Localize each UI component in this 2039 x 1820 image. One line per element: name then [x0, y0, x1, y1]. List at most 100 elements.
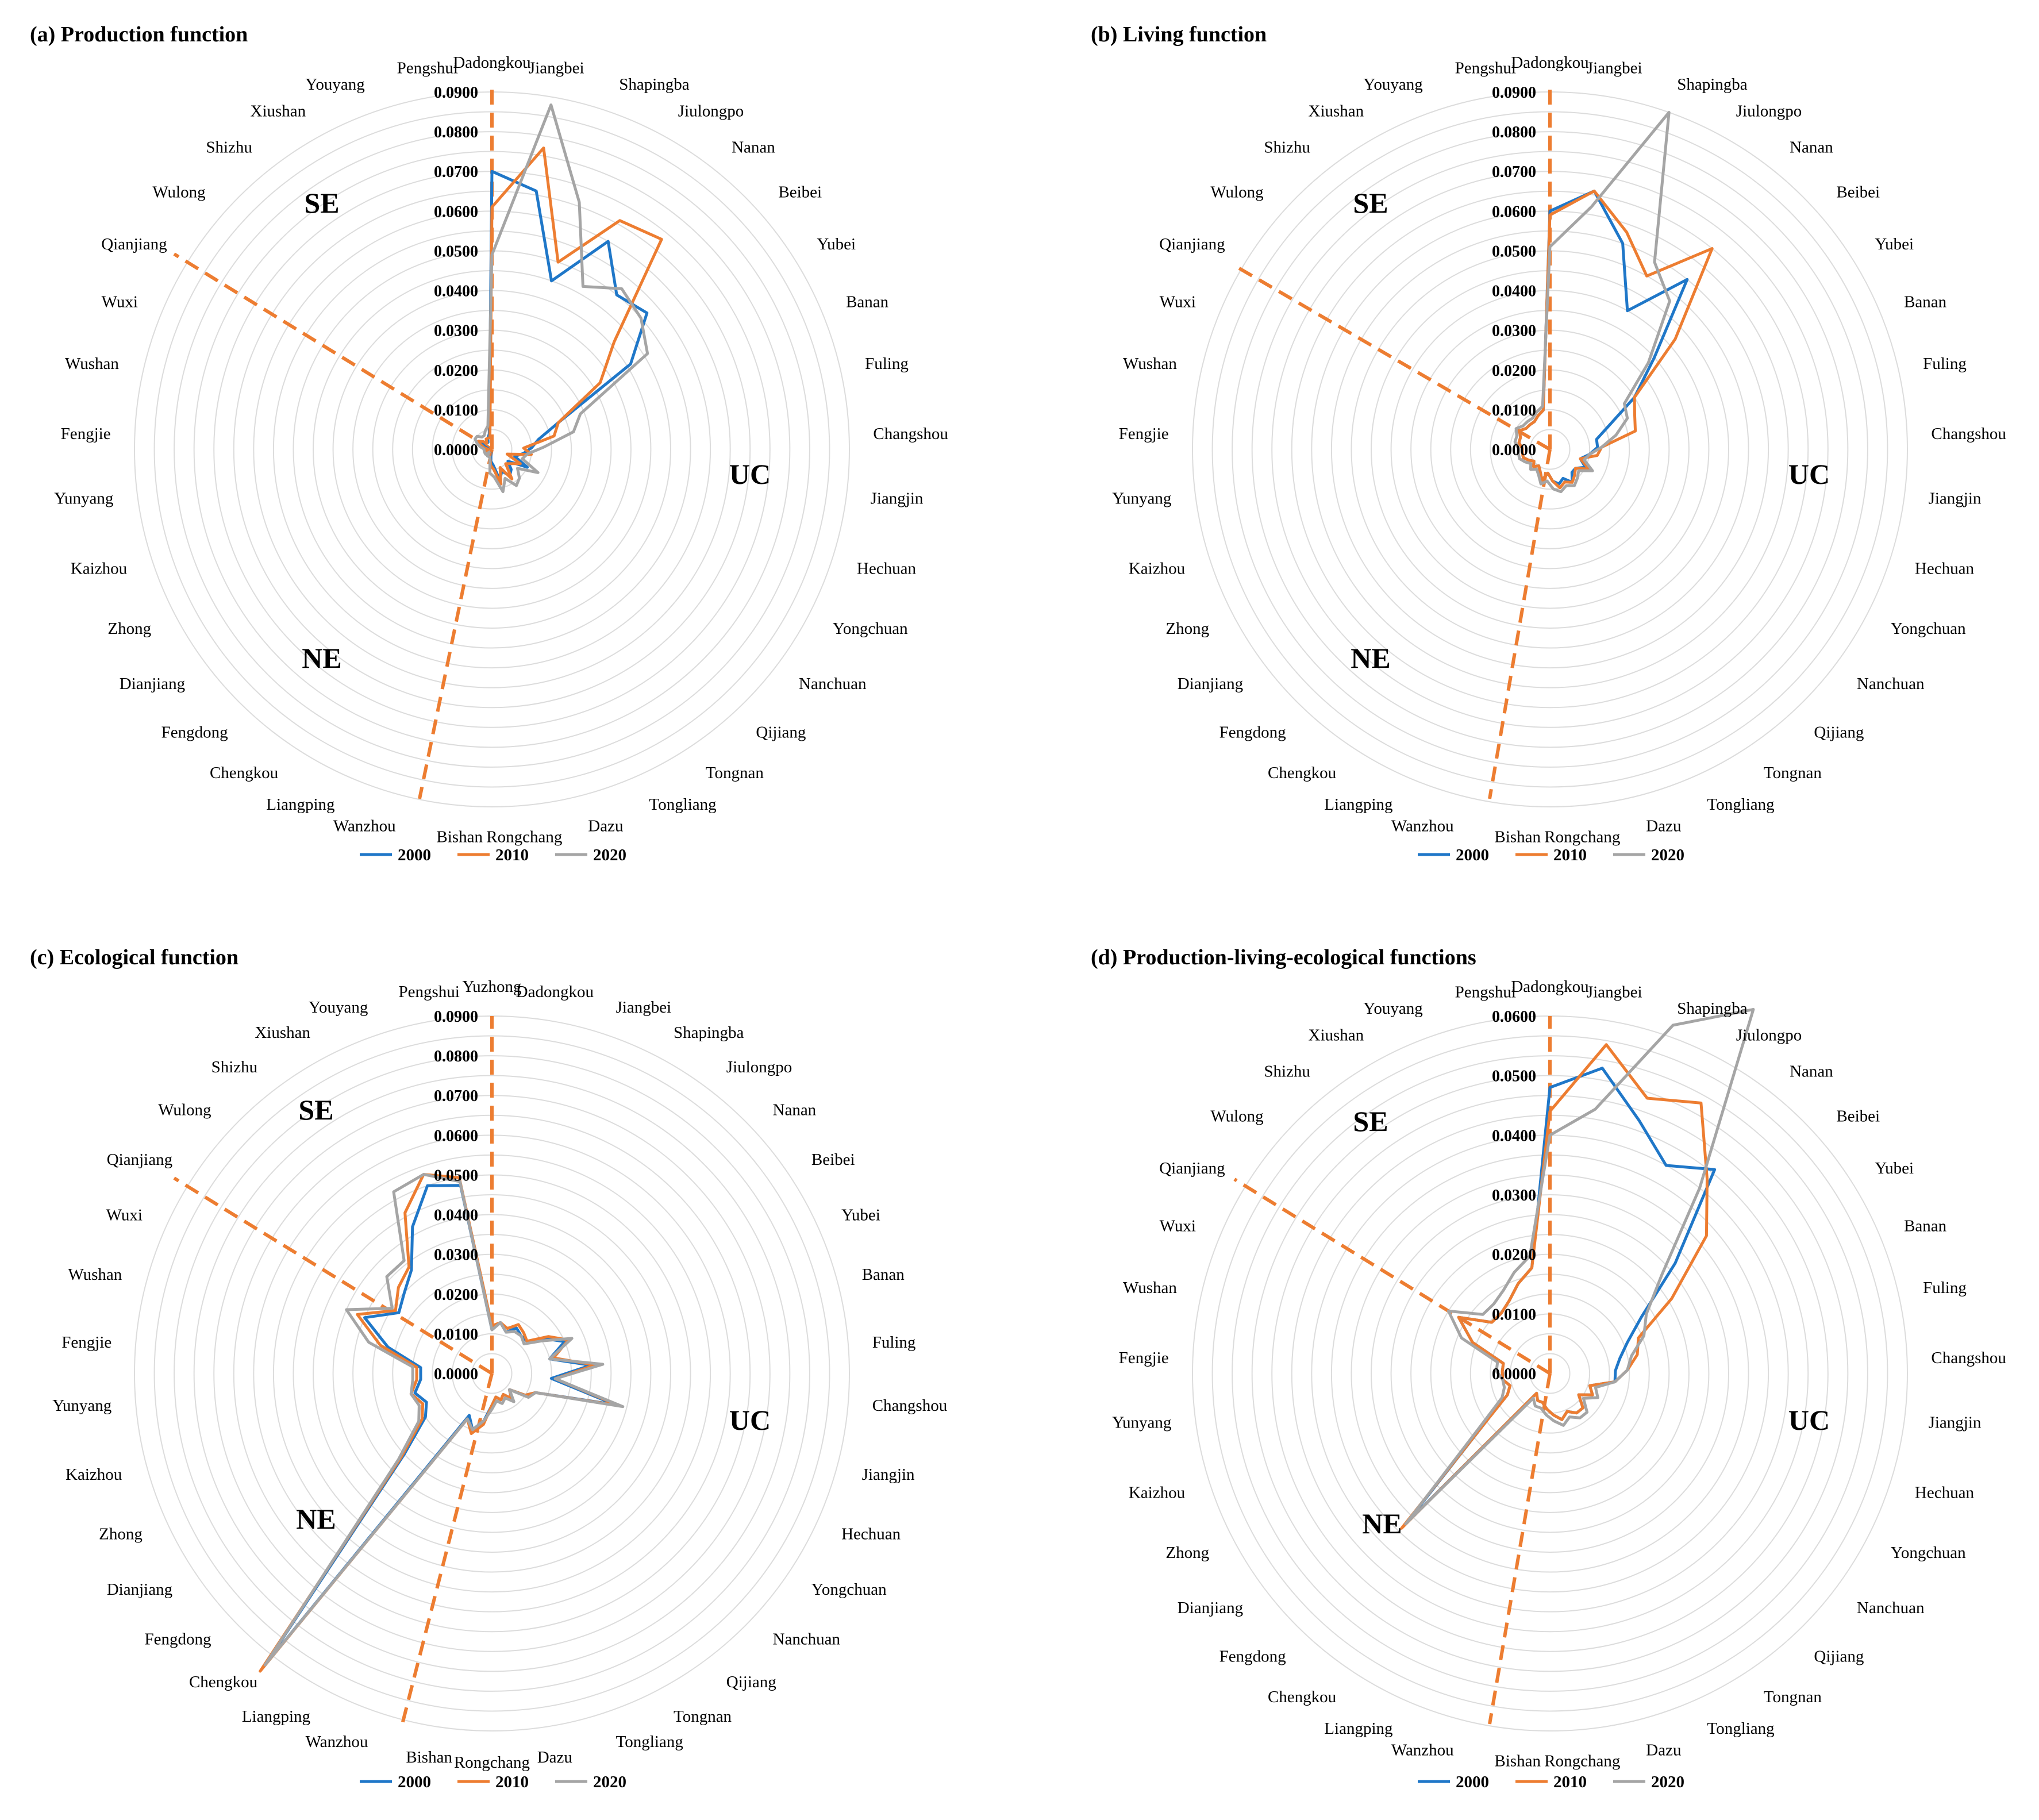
- category-label: Hechuan: [1915, 559, 1975, 578]
- grid-ring: [1390, 290, 1710, 609]
- category-label: Fuling: [872, 1333, 916, 1352]
- category-label: Fengjie: [1119, 1349, 1169, 1367]
- category-label: Dazu: [588, 817, 623, 836]
- region-divider: [1233, 1178, 1551, 1375]
- category-label: Nanan: [732, 138, 775, 156]
- legend-label-2020: 2020: [1651, 1773, 1684, 1791]
- region-divider: [1488, 449, 1552, 799]
- category-label: Hechuan: [857, 559, 917, 578]
- category-label: Fengdong: [161, 723, 228, 741]
- category-label: Kaizhou: [71, 559, 127, 578]
- category-label: Bishan: [1494, 828, 1541, 846]
- category-label: Zhong: [99, 1525, 143, 1544]
- region-label-uc: UC: [1788, 1404, 1830, 1436]
- region-divider: [401, 1373, 494, 1725]
- tick-label: 0.0900: [1492, 84, 1536, 102]
- category-label: Rongchang: [1544, 1752, 1620, 1771]
- category-label: Jiulongpo: [1736, 102, 1802, 120]
- tick-label: 0.0800: [434, 124, 478, 141]
- category-label: Liangping: [1324, 795, 1392, 814]
- category-label: Wanzhou: [1391, 817, 1454, 836]
- grid-ring: [1251, 151, 1849, 748]
- category-label: Tongnan: [706, 764, 764, 782]
- category-label: Pengshui: [1455, 59, 1516, 78]
- category-label: Dazu: [1646, 1741, 1681, 1760]
- legend-label-2020: 2020: [593, 1773, 626, 1791]
- tick-label: 0.0100: [1492, 1306, 1536, 1323]
- category-label: Fengdong: [1219, 1647, 1286, 1665]
- category-label: Qijiang: [756, 723, 806, 741]
- category-label: Yongchuan: [811, 1580, 887, 1599]
- category-label: Youyang: [305, 75, 364, 94]
- category-label: Changshou: [1931, 425, 2006, 443]
- tick-label: 0.0200: [1492, 1246, 1536, 1264]
- tick-label: 0.0300: [434, 322, 478, 340]
- radar-panel-4: (d) Production-living-ecological functio…: [1091, 945, 2006, 1791]
- tick-label: 0.0400: [434, 1207, 478, 1225]
- grid-ring: [313, 1194, 671, 1553]
- category-label: Changshou: [872, 1396, 948, 1415]
- category-label: Fuling: [1923, 1279, 1967, 1297]
- grid-ring: [1529, 429, 1571, 470]
- grid-ring: [153, 111, 830, 788]
- region-label-ne: NE: [1351, 642, 1390, 674]
- tick-label: 0.0100: [1492, 402, 1536, 420]
- category-label: Yunyang: [1112, 489, 1171, 507]
- legend-label-2000: 2000: [1456, 846, 1489, 864]
- category-label: Xiushan: [251, 102, 306, 120]
- tick-label: 0.0900: [434, 84, 478, 102]
- legend-label-2000: 2000: [1456, 1773, 1489, 1791]
- category-label: Jiulongpo: [726, 1058, 792, 1076]
- category-label: Yongchuan: [1891, 1544, 1966, 1562]
- region-divider: [173, 252, 493, 451]
- radar-panel-1: (a) Production function SE UC NE 0.0000 0.010…: [30, 22, 948, 864]
- series-2020: [474, 103, 649, 494]
- category-label: Jiangbei: [529, 59, 584, 78]
- category-label: Dadongkou: [1511, 53, 1588, 72]
- category-label: Fengdong: [145, 1630, 211, 1649]
- category-label: Yongchuan: [833, 620, 908, 638]
- category-label: Qianjiang: [107, 1151, 172, 1169]
- category-label: Shizhu: [1264, 1062, 1310, 1080]
- category-label: Tongliang: [649, 795, 717, 814]
- category-label: Youyang: [309, 998, 368, 1017]
- category-label: Fuling: [1923, 355, 1967, 373]
- category-label: Hechuan: [841, 1525, 901, 1544]
- grid-ring: [193, 1075, 791, 1672]
- category-label: Jiangjin: [862, 1465, 915, 1484]
- category-label: Banan: [1904, 293, 1947, 311]
- radar-panel-2: (b) Living function SE UC NE 0.0000 0.0100 0.0…: [1091, 22, 2006, 864]
- category-label: Tongnan: [674, 1707, 732, 1726]
- tick-label: 0.0100: [434, 402, 478, 420]
- series-2010: [259, 1173, 621, 1673]
- category-label: Fuling: [865, 355, 909, 373]
- category-label: Wulong: [152, 183, 205, 201]
- category-label: Liangping: [242, 1707, 310, 1726]
- region-label-ne: NE: [296, 1503, 336, 1535]
- category-label: Chengkou: [189, 1673, 257, 1691]
- category-label: Qijiang: [726, 1673, 776, 1691]
- grid-ring: [1390, 1214, 1710, 1533]
- tick-label: 0.0700: [434, 163, 478, 181]
- series-2020: [1404, 1008, 1755, 1526]
- category-label: Dazu: [1646, 817, 1681, 836]
- tick-label: 0.0200: [1492, 362, 1536, 380]
- category-label: Banan: [1904, 1217, 1947, 1235]
- category-label: Dadongkou: [1511, 978, 1588, 996]
- legend-label-2020: 2020: [1651, 846, 1684, 864]
- series-2010: [477, 147, 663, 486]
- category-label: Nanan: [1790, 138, 1833, 156]
- category-label: Wuxi: [1160, 293, 1196, 311]
- category-label: Qianjiang: [1159, 235, 1225, 253]
- legend-label-2010: 2010: [1553, 846, 1587, 864]
- category-label: Jiulongpo: [1736, 1026, 1802, 1044]
- category-label: Wulong: [1210, 183, 1263, 201]
- category-label: Bishan: [436, 828, 483, 846]
- region-divider: [173, 1176, 493, 1375]
- category-label: Shizhu: [1264, 138, 1310, 156]
- tick-label: 0.0900: [434, 1008, 478, 1026]
- tick-label: 0.0400: [1492, 1127, 1536, 1145]
- category-label: Wushan: [1123, 1279, 1177, 1297]
- category-label: Pengshui: [397, 59, 458, 78]
